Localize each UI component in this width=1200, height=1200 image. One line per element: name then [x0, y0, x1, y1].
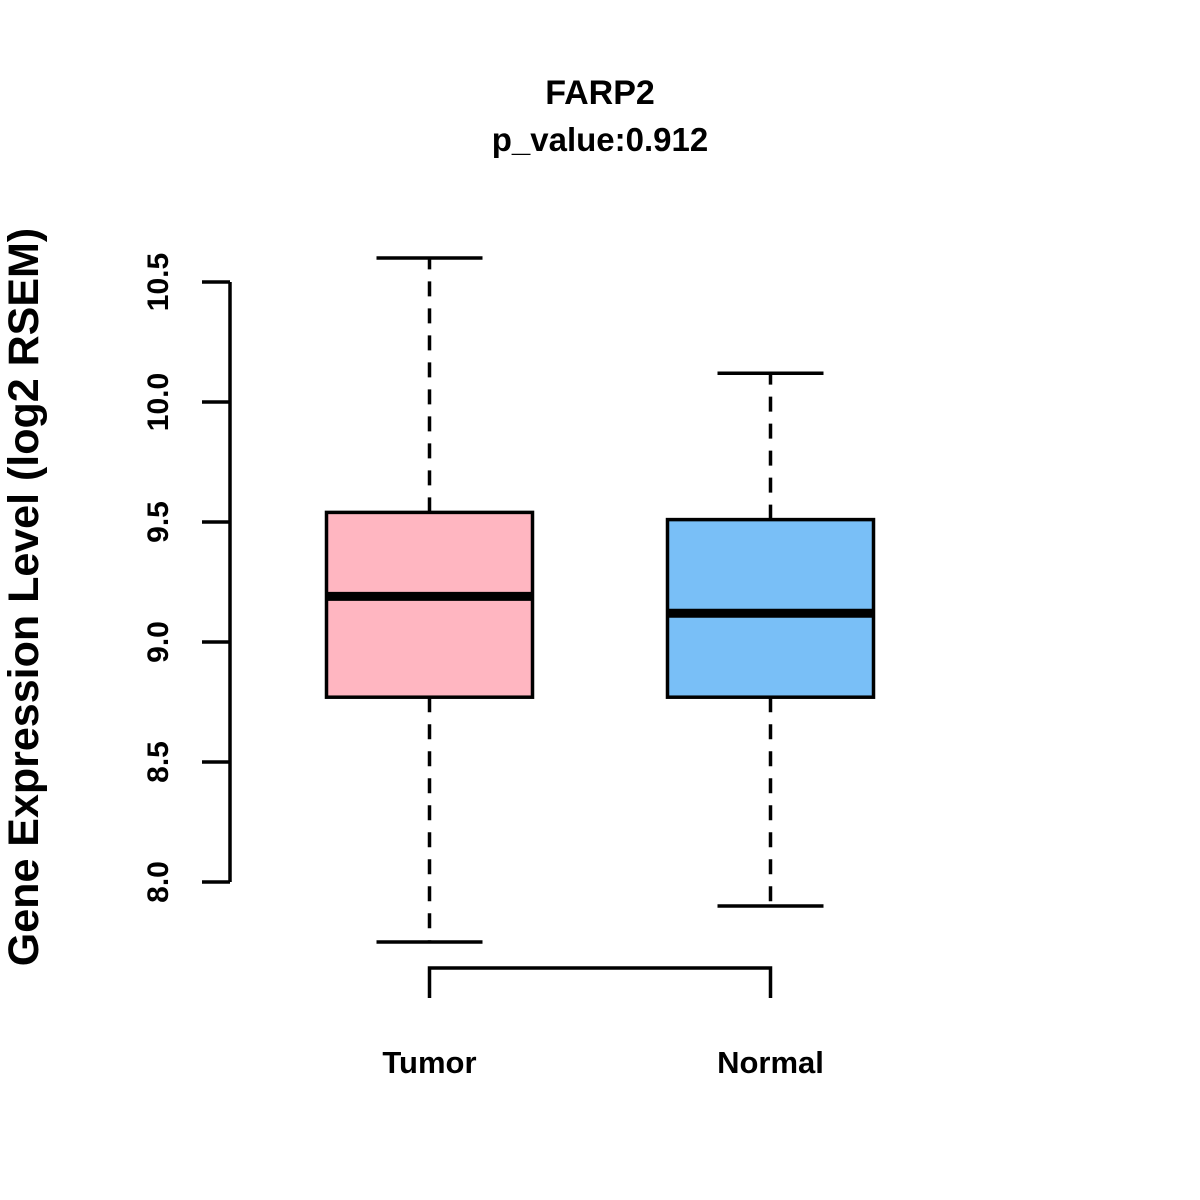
chart-subtitle: p_value:0.912 — [492, 121, 708, 158]
x-category-label-tumor: Tumor — [382, 1045, 476, 1080]
iqr-box-tumor — [324, 510, 535, 699]
y-tick-label: 8.0 — [142, 861, 175, 903]
y-tick-label: 9.0 — [142, 621, 175, 663]
y-tick-label: 10.0 — [142, 373, 175, 431]
x-category-label-normal: Normal — [717, 1045, 824, 1080]
y-axis-label: Gene Expression Level (log2 RSEM) — [0, 228, 48, 966]
iqr-box-normal — [665, 517, 876, 699]
y-tick-label: 8.5 — [142, 741, 175, 783]
chart-title: FARP2 — [545, 74, 655, 112]
y-tick-label: 10.5 — [142, 253, 175, 311]
y-tick-label: 9.5 — [142, 501, 175, 543]
plot-area: 8.0 8.5 9.0 9.5 10.0 10.5 Tumor Normal — [142, 253, 876, 1080]
comparison-bracket — [427, 966, 773, 998]
